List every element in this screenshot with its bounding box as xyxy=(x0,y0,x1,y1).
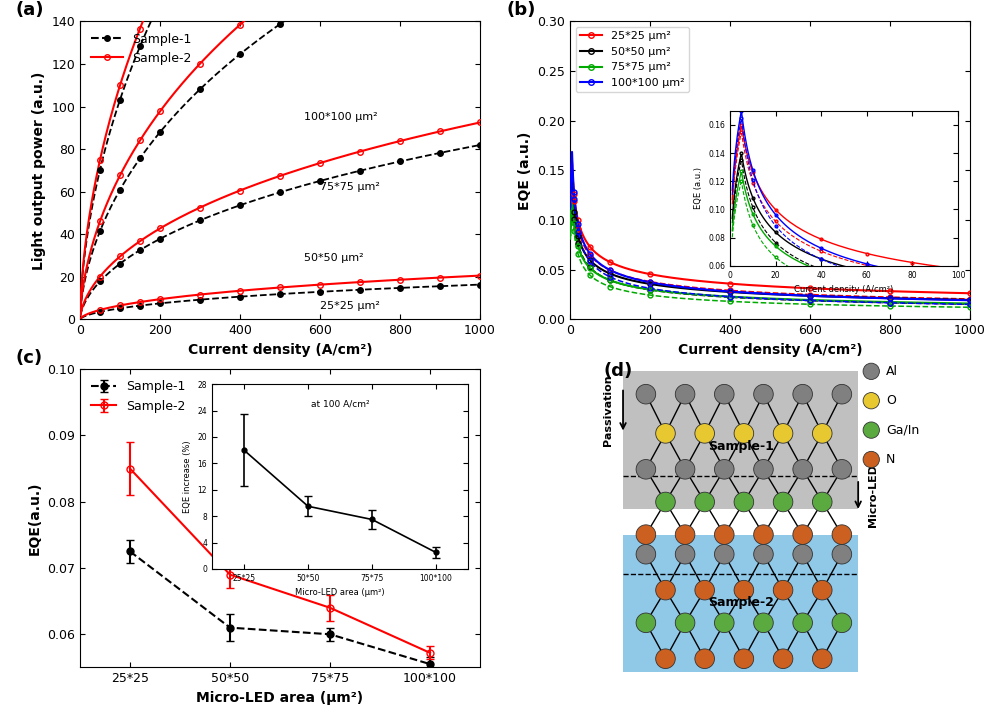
Circle shape xyxy=(832,384,852,404)
Circle shape xyxy=(636,459,656,479)
Circle shape xyxy=(793,613,812,633)
Circle shape xyxy=(656,424,675,443)
Circle shape xyxy=(812,649,832,669)
Text: 25*25 μm²: 25*25 μm² xyxy=(320,300,380,311)
Circle shape xyxy=(675,459,695,479)
Circle shape xyxy=(832,613,852,633)
Text: (d): (d) xyxy=(603,361,633,380)
Circle shape xyxy=(863,393,879,409)
Text: Ga/In: Ga/In xyxy=(886,424,919,437)
Circle shape xyxy=(773,580,793,600)
Circle shape xyxy=(636,545,656,564)
X-axis label: Micro-LED area (μm²): Micro-LED area (μm²) xyxy=(196,691,364,705)
Circle shape xyxy=(812,580,832,600)
Y-axis label: EQE (a.u.): EQE (a.u.) xyxy=(518,131,532,209)
Circle shape xyxy=(754,613,773,633)
Text: Passivation: Passivation xyxy=(603,375,613,447)
Circle shape xyxy=(773,424,793,443)
Circle shape xyxy=(734,580,754,600)
Circle shape xyxy=(714,459,734,479)
Circle shape xyxy=(714,384,734,404)
X-axis label: Current density (A/cm²): Current density (A/cm²) xyxy=(678,343,862,357)
Circle shape xyxy=(656,580,675,600)
Circle shape xyxy=(863,452,879,468)
Circle shape xyxy=(695,580,714,600)
Circle shape xyxy=(812,492,832,512)
Circle shape xyxy=(636,384,656,404)
Circle shape xyxy=(636,525,656,545)
Text: 50*50 μm²: 50*50 μm² xyxy=(304,253,364,263)
Legend: 25*25 μm², 50*50 μm², 75*75 μm², 100*100 μm²: 25*25 μm², 50*50 μm², 75*75 μm², 100*100… xyxy=(576,27,689,92)
Legend: Sample-1, Sample-2: Sample-1, Sample-2 xyxy=(86,376,191,417)
Text: (c): (c) xyxy=(16,349,43,367)
Circle shape xyxy=(695,649,714,669)
Circle shape xyxy=(734,649,754,669)
Circle shape xyxy=(832,545,852,564)
Bar xyxy=(623,371,858,508)
Circle shape xyxy=(793,545,812,564)
Circle shape xyxy=(656,492,675,512)
Text: O: O xyxy=(886,394,896,408)
Bar xyxy=(623,535,858,672)
Circle shape xyxy=(832,525,852,545)
Text: Al: Al xyxy=(886,365,898,378)
Circle shape xyxy=(675,545,695,564)
Circle shape xyxy=(636,613,656,633)
Text: 75*75 μm²: 75*75 μm² xyxy=(320,182,380,192)
Circle shape xyxy=(793,384,812,404)
Circle shape xyxy=(754,545,773,564)
Circle shape xyxy=(773,492,793,512)
Circle shape xyxy=(714,545,734,564)
Circle shape xyxy=(812,424,832,443)
Circle shape xyxy=(863,422,879,438)
Circle shape xyxy=(793,459,812,479)
Circle shape xyxy=(734,492,754,512)
Circle shape xyxy=(675,525,695,545)
Circle shape xyxy=(863,363,879,379)
Text: N: N xyxy=(886,453,895,466)
Circle shape xyxy=(714,613,734,633)
Text: Sample-2: Sample-2 xyxy=(708,596,774,609)
Circle shape xyxy=(754,384,773,404)
Legend: Sample-1, Sample-2: Sample-1, Sample-2 xyxy=(86,28,197,70)
Text: (a): (a) xyxy=(16,1,44,19)
Text: (b): (b) xyxy=(506,1,535,19)
Circle shape xyxy=(675,384,695,404)
Text: 100*100 μm²: 100*100 μm² xyxy=(304,112,378,122)
Circle shape xyxy=(675,613,695,633)
Text: Micro-LED: Micro-LED xyxy=(868,464,878,527)
Circle shape xyxy=(754,459,773,479)
Circle shape xyxy=(656,649,675,669)
Circle shape xyxy=(695,424,714,443)
Y-axis label: EQE(a.u.): EQE(a.u.) xyxy=(28,481,42,555)
Circle shape xyxy=(793,525,812,545)
X-axis label: Current density (A/cm²): Current density (A/cm²) xyxy=(188,343,372,357)
Circle shape xyxy=(695,492,714,512)
Circle shape xyxy=(773,649,793,669)
Text: Sample-1: Sample-1 xyxy=(708,439,774,453)
Circle shape xyxy=(832,459,852,479)
Circle shape xyxy=(754,525,773,545)
Circle shape xyxy=(734,424,754,443)
Circle shape xyxy=(714,525,734,545)
Y-axis label: Light output power (a.u.): Light output power (a.u.) xyxy=(32,71,46,270)
